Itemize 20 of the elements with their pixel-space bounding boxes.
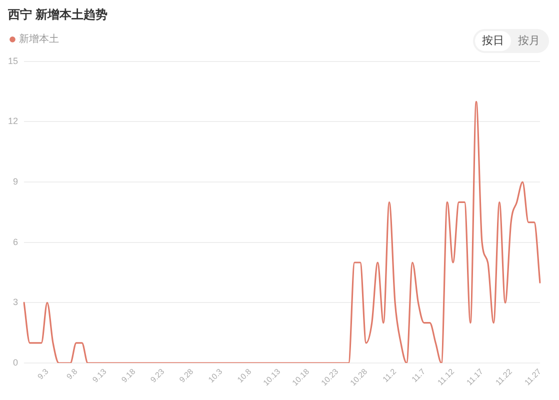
legend-label: 新增本土 [19, 33, 59, 46]
y-tick-label: 6 [12, 236, 18, 247]
y-tick-label: 3 [12, 297, 18, 308]
x-tick-label: 10.3 [206, 366, 224, 384]
x-tick-label: 9.28 [178, 366, 196, 384]
x-tick-label: 9.18 [120, 366, 138, 384]
chart-title: 西宁 新增本土趋势 [7, 8, 108, 22]
x-tick-label: 10.8 [236, 366, 254, 384]
text: 按日 [475, 31, 511, 51]
x-tick-label: 9.13 [90, 366, 109, 384]
y-tick-label: 0 [12, 358, 18, 368]
line-series [23, 100, 541, 364]
text: 按月 [517, 34, 541, 49]
y-tick-label: 15 [8, 56, 18, 66]
x-tick-label: 9.23 [148, 366, 167, 384]
y-tick-label: 9 [12, 176, 18, 187]
x-tick-label: 9.8 [64, 366, 80, 382]
x-tick-label: 9.3 [36, 366, 51, 382]
x-tick-label: 11.2 [381, 366, 398, 384]
y-tick-label: 12 [8, 116, 18, 126]
